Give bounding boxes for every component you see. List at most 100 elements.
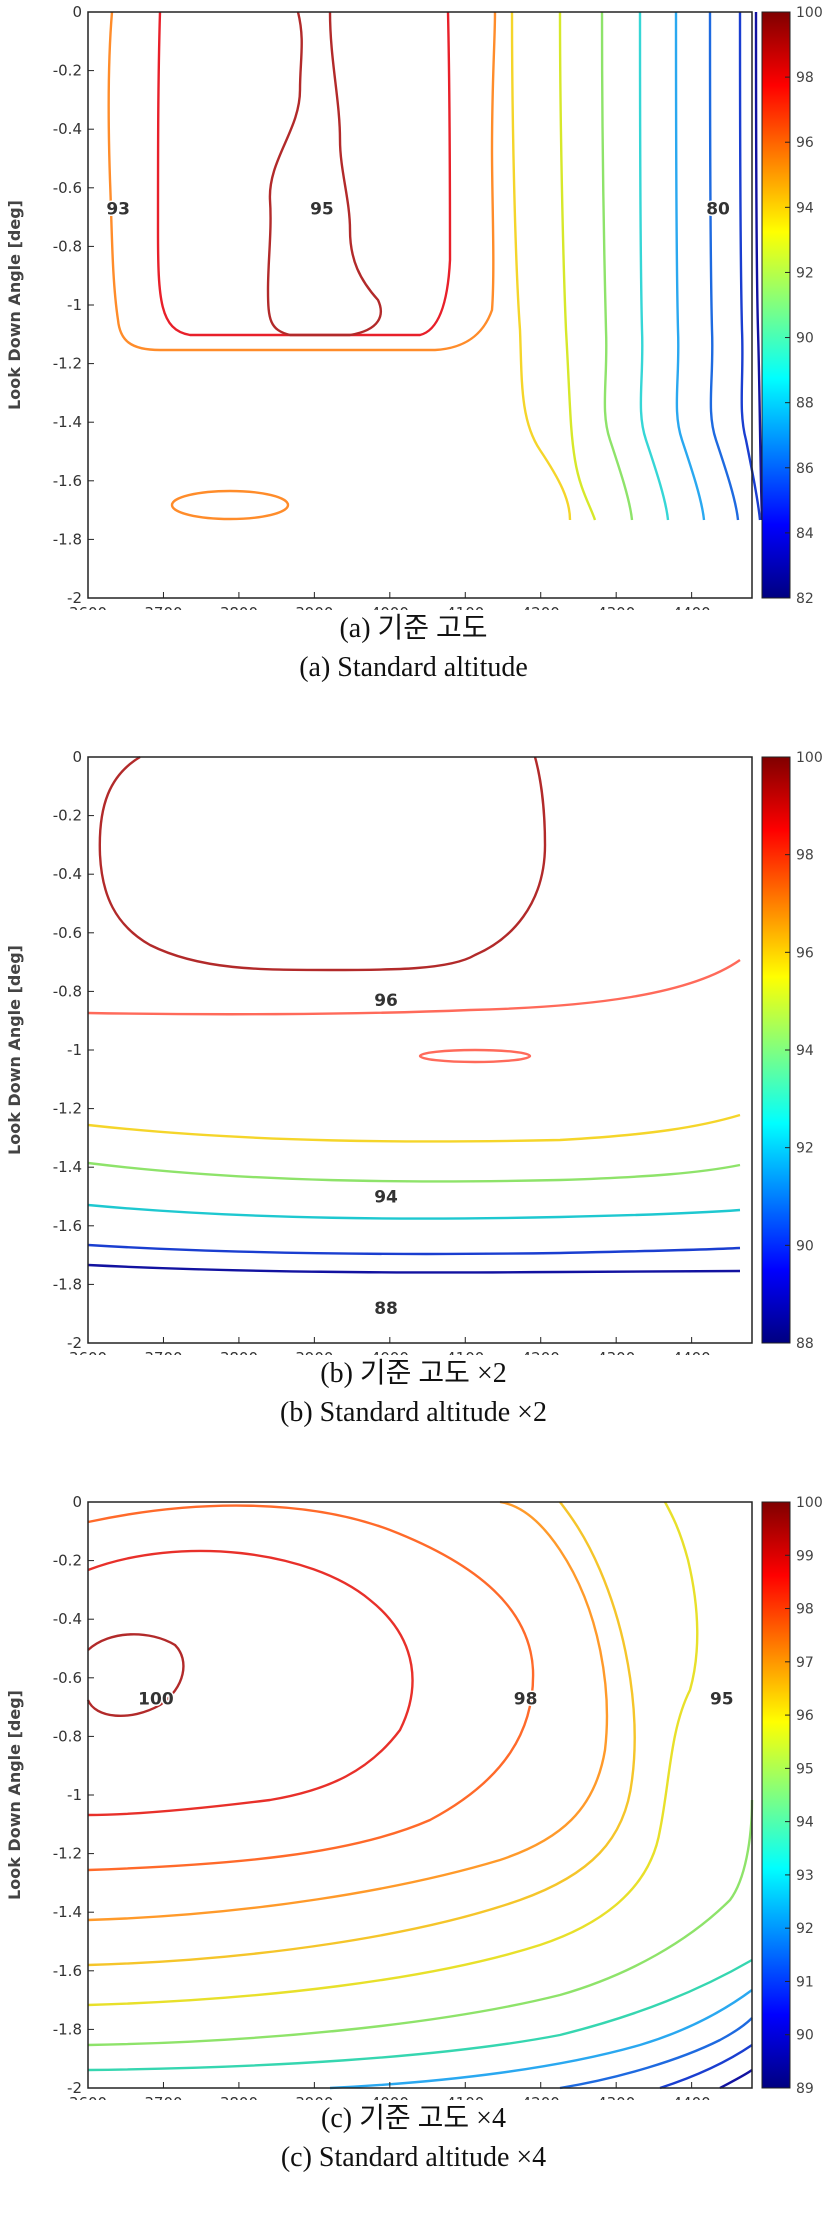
contour-label: 95 — [310, 199, 334, 219]
y-tick-label: -0.6 — [53, 179, 82, 197]
contour-lines — [86, 1500, 754, 2090]
contour-plot-b: 96 94 88 3600 3700 3800 3900 4000 4100 4200 4300 4… — [5, 748, 823, 1355]
colorbar-tick-label: 93 — [796, 1868, 814, 1884]
y-tick-label: -0.4 — [53, 865, 82, 883]
colorbar-tick-label: 90 — [796, 2028, 814, 2044]
x-tick-label: 3900 — [295, 1349, 333, 1355]
y-tick-label: -1.8 — [53, 530, 82, 548]
caption-korean: (b) 기준 고도 ×2 — [320, 1358, 507, 1389]
colorbar-tick-label: 90 — [796, 331, 814, 347]
y-tick-label: -1.4 — [53, 1158, 82, 1176]
x-tick-label: 4300 — [597, 604, 635, 610]
x-tick-label: 4200 — [522, 1349, 560, 1355]
x-tick-label: 3900 — [295, 604, 333, 610]
colorbar-tick-label: 90 — [796, 1238, 814, 1254]
y-axis-label: Look Down Angle [deg] — [5, 945, 24, 1155]
colorbar-tick-label: 86 — [796, 461, 814, 477]
y-axis-label: Look Down Angle [deg] — [5, 1690, 24, 1900]
y-tick-label: -1.6 — [53, 472, 82, 490]
colorbar-tick-label: 84 — [796, 526, 814, 542]
contour-plot-c: 100 98 95 3600 3700 3800 3900 4000 4100 4200 4300… — [5, 1493, 823, 2100]
x-tick-label: 4400 — [673, 604, 711, 610]
y-tick-label: -1.8 — [53, 1275, 82, 1293]
colorbar-tick-label: 91 — [796, 1974, 814, 1990]
y-tick-label: -0.4 — [53, 1610, 82, 1628]
y-tick-label: -0.8 — [53, 1727, 82, 1745]
colorbar-tick-label: 88 — [796, 1336, 814, 1352]
colorbar-tick-label: 96 — [796, 1708, 814, 1724]
contour-lines — [107, 11, 764, 521]
x-tick-label: 4300 — [597, 1349, 635, 1355]
colorbar-tick-label: 94 — [796, 1815, 814, 1831]
colorbar-tick-label: 88 — [796, 396, 814, 412]
caption-english: (a) Standard altitude — [299, 652, 528, 683]
y-tick-label: -0.8 — [53, 237, 82, 255]
colorbar-tick-label: 92 — [796, 265, 814, 281]
y-tick-label: -1.4 — [53, 1903, 82, 1921]
x-tick-label: 4400 — [673, 2094, 711, 2100]
colorbar-tick-label: 82 — [796, 591, 814, 607]
x-tick-label: 4000 — [371, 1349, 409, 1355]
y-tick-label: -0.6 — [53, 1669, 82, 1687]
colorbar-tick-label: 95 — [796, 1761, 814, 1777]
colorbar-tick-label: 100 — [796, 750, 823, 766]
x-tick-label: 3700 — [144, 2094, 182, 2100]
y-tick-label: -0.2 — [53, 62, 82, 80]
x-tick-label: 4200 — [522, 604, 560, 610]
colorbar-tick-label: 97 — [796, 1655, 814, 1671]
x-tick-label: 3900 — [295, 2094, 333, 2100]
x-tick-label: 4400 — [673, 1349, 711, 1355]
colorbar-tick-label: 92 — [796, 1141, 814, 1157]
contour-label: 93 — [106, 199, 130, 219]
y-tick-label: -0.6 — [53, 924, 82, 942]
colorbar-tick-label: 100 — [796, 1495, 823, 1511]
y-tick-label: -0.2 — [53, 807, 82, 825]
caption-korean: (a) 기준 고도 — [339, 613, 488, 644]
contour-label: 95 — [710, 1689, 734, 1709]
colorbar-tick-label: 89 — [796, 2081, 814, 2097]
plot-frame — [87, 11, 753, 599]
contour-lines — [87, 755, 741, 1274]
figure-panel-a: 93 95 80 3600 3700 3800 3900 4000 4100 4200 4300 4… — [0, 0, 827, 740]
colorbar-scale — [761, 1501, 791, 2089]
y-tick-label: 0 — [72, 1493, 82, 1511]
x-tick-label: 3600 — [69, 1349, 107, 1355]
y-tick-label: -1.8 — [53, 2020, 82, 2038]
x-tick-label: 3700 — [144, 604, 182, 610]
contour-label: 98 — [514, 1689, 538, 1709]
y-axis-label: Look Down Angle [deg] — [5, 200, 24, 410]
x-tick-label: 3600 — [69, 604, 107, 610]
y-tick-label: -1 — [67, 1786, 82, 1804]
colorbar-tick-label: 96 — [796, 945, 814, 961]
y-tick-label: 0 — [72, 748, 82, 766]
contour-label: 80 — [706, 199, 730, 219]
contour-label: 88 — [374, 1299, 398, 1319]
y-tick-label: -0.2 — [53, 1552, 82, 1570]
y-tick-label: -1.2 — [53, 1845, 82, 1863]
figure-panel-c: 100 98 95 3600 3700 3800 3900 4000 4100 4200 4300… — [0, 1490, 827, 2229]
y-tick-label: -2 — [67, 589, 82, 607]
contour-label: 96 — [374, 991, 398, 1011]
y-tick-label: -1 — [67, 1041, 82, 1059]
y-tick-label: -1.6 — [53, 1962, 82, 1980]
contour-label: 94 — [374, 1188, 398, 1208]
figure-panel-b: 96 94 88 3600 3700 3800 3900 4000 4100 4200 4300 4… — [0, 745, 827, 1485]
colorbar-tick-label: 94 — [796, 200, 814, 216]
x-tick-label: 3800 — [220, 604, 258, 610]
y-tick-label: -2 — [67, 2079, 82, 2097]
contour-label: 100 — [138, 1689, 174, 1709]
colorbar-tick-label: 92 — [796, 1921, 814, 1937]
colorbar-tick-label: 99 — [796, 1548, 814, 1564]
y-tick-label: -1.2 — [53, 355, 82, 373]
y-tick-label: -1.2 — [53, 1100, 82, 1118]
caption-english: (c) Standard altitude ×4 — [280, 2142, 547, 2173]
colorbar-tick-label: 100 — [796, 5, 823, 21]
colorbar-tick-label: 94 — [796, 1043, 814, 1059]
colorbar-tick-label: 96 — [796, 135, 814, 151]
y-tick-label: -0.4 — [53, 120, 82, 138]
caption-korean: (c) 기준 고도 ×4 — [321, 2103, 506, 2134]
x-tick-label: 4100 — [446, 604, 484, 610]
x-tick-label: 3700 — [144, 1349, 182, 1355]
y-tick-label: -2 — [67, 1334, 82, 1352]
colorbar-tick-label: 98 — [796, 1602, 814, 1618]
